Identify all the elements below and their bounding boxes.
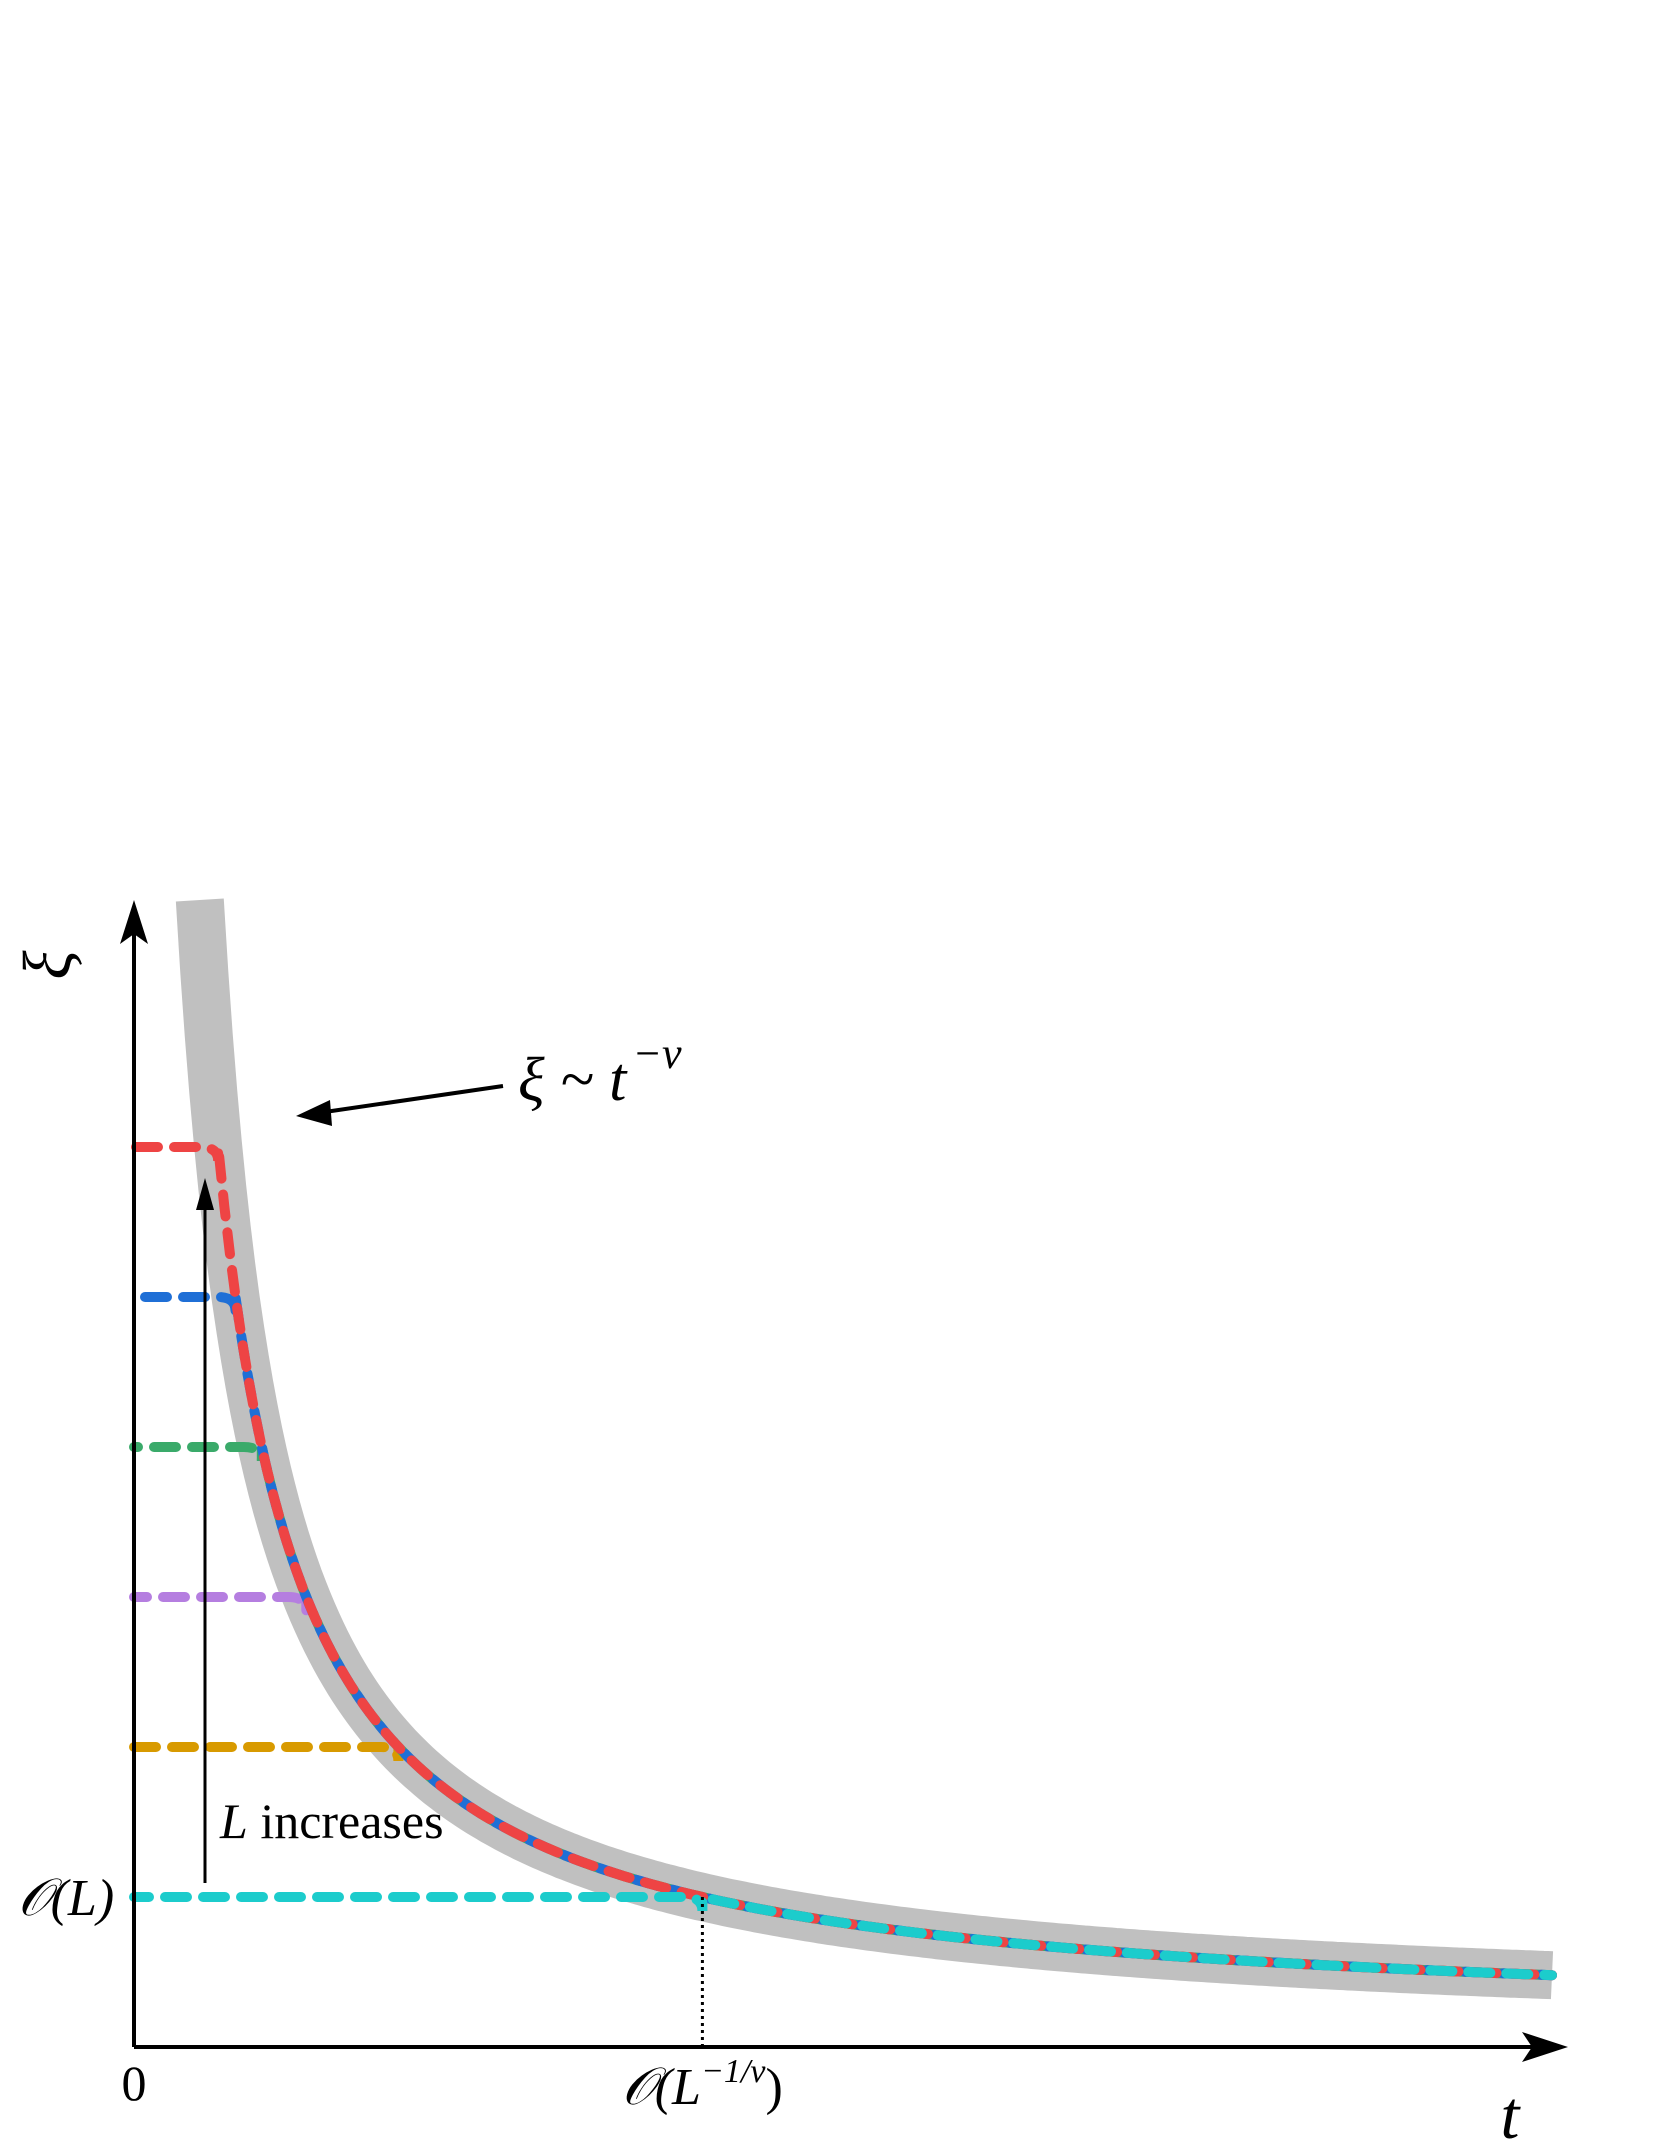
- finite-size-curve-5: [129, 1142, 1557, 1981]
- finite-size-curves: [129, 1142, 1557, 1981]
- annotations: ξ ~ t −ν L increases ξ t 0 𝒪(L−1/ν) 𝒪(L): [9, 950, 1522, 2149]
- l-increases-variable: L: [219, 1793, 248, 1849]
- y-axis-label: ξ: [9, 950, 85, 980]
- power-law-pointer-arrow: [317, 1084, 504, 1115]
- y-axis-arrowhead: [120, 900, 148, 944]
- x-tick-crossover-main: 𝒪(L: [622, 2059, 701, 2116]
- power-law-pointer-arrowhead: [296, 1100, 332, 1126]
- x-tick-label-origin: 0: [122, 2055, 147, 2111]
- l-increases-arrowhead: [196, 1178, 214, 1210]
- power-law-label: ξ ~ t −ν: [518, 1029, 682, 1114]
- x-axis-arrowhead: [1522, 2032, 1568, 2062]
- power-law-label-main: ξ ~ t: [518, 1046, 628, 1114]
- x-tick-crossover-close: ): [765, 2059, 782, 2116]
- y-tick-label-ol: 𝒪(L): [18, 1870, 114, 1927]
- x-axis-label: t: [1501, 2077, 1522, 2149]
- power-law-label-exponent: −ν: [632, 1029, 682, 1078]
- l-increases-text: increases: [248, 1793, 444, 1849]
- l-increases-label: L increases: [219, 1793, 444, 1849]
- x-tick-crossover-exponent: −1/ν: [701, 2053, 766, 2090]
- finite-size-curve-6: [129, 1890, 1557, 1981]
- x-tick-label-crossover: 𝒪(L−1/ν): [622, 2053, 783, 2116]
- axes: [120, 900, 1568, 2062]
